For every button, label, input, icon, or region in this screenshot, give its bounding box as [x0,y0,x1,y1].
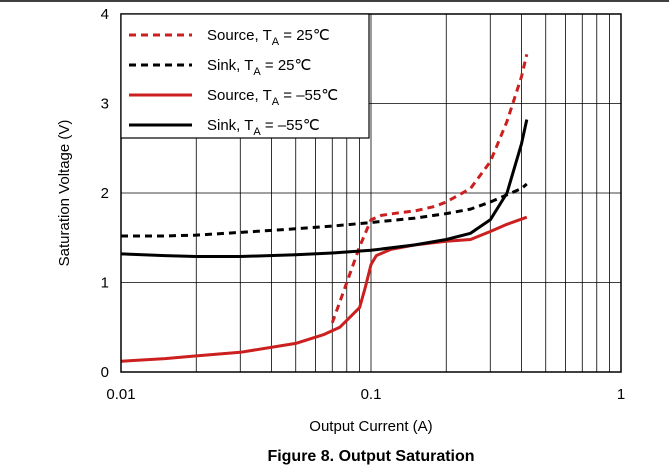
plot-frame [120,13,622,373]
legend-label: Sink, TA = –55℃ [207,117,320,138]
legend-label: Sink, TA = 25℃ [207,57,311,78]
y-tick-label: 3 [101,96,109,113]
x-axis-title: Output Current (A) [309,418,432,435]
x-tick-label: 0.01 [106,386,135,403]
series-line [121,182,528,238]
series-line [330,53,529,324]
y-tick-label: 4 [101,6,109,23]
y-axis-title: Saturation Voltage (V) [56,120,73,267]
series-line [120,119,529,258]
y-tick-label: 1 [101,275,109,292]
tick-labels: 0.01 0.1 1 0 1 2 3 4 [101,6,626,403]
legend-label: Source, TA = 25℃ [207,27,330,48]
y-tick-label: 2 [101,185,109,202]
x-tick-label: 0.1 [361,386,382,403]
figure-caption: Figure 8. Output Saturation [267,448,474,465]
y-tick-label: 0 [101,364,109,381]
series-line [120,215,528,363]
legend-label: Source, TA = –55℃ [207,87,338,108]
series-group [120,53,529,363]
legend-box [120,13,370,139]
legend: Source, TA = 25℃ Sink, TA = 25℃ Source, TA… [120,13,370,139]
x-tick-label: 1 [617,386,625,403]
